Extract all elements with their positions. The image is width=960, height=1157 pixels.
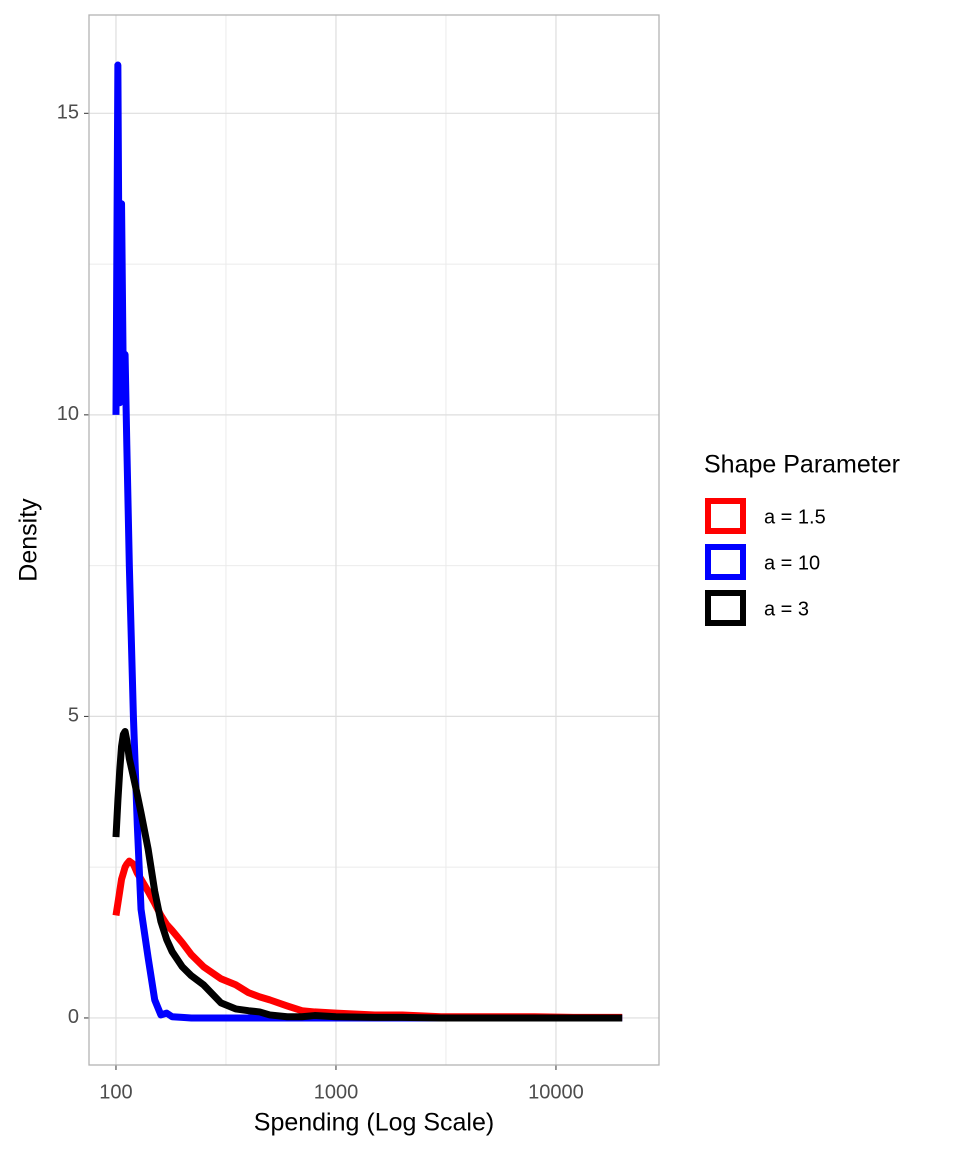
- data-line: [112, 857, 623, 1021]
- x-tick-label: 10000: [528, 1081, 584, 1103]
- data-line: [112, 727, 623, 1022]
- legend-item: a = 3: [705, 590, 809, 626]
- y-tick-label: 5: [68, 705, 79, 727]
- plot-border: [88, 14, 660, 1066]
- legend-key: [705, 544, 746, 580]
- legend-text: a = 1.5: [764, 506, 826, 528]
- x-tick-label: 1000: [314, 1081, 359, 1103]
- legend-key: [705, 590, 746, 626]
- legend-title: Shape Parameter: [704, 451, 900, 479]
- legend-item: a = 1.5: [705, 498, 826, 534]
- y-axis-title: Density: [15, 498, 43, 582]
- x-tick-label: 100: [99, 1081, 132, 1103]
- legend-text: a = 10: [764, 552, 820, 574]
- x-axis-title: Spending (Log Scale): [254, 1109, 494, 1137]
- y-tick-label: 10: [57, 403, 79, 425]
- y-tick-label: 15: [57, 102, 79, 124]
- legend-text: a = 3: [764, 598, 809, 620]
- legend-item: a = 10: [705, 544, 820, 580]
- data-line: [112, 61, 623, 1022]
- legend-key: [705, 498, 746, 534]
- y-tick-label: 0: [68, 1006, 79, 1028]
